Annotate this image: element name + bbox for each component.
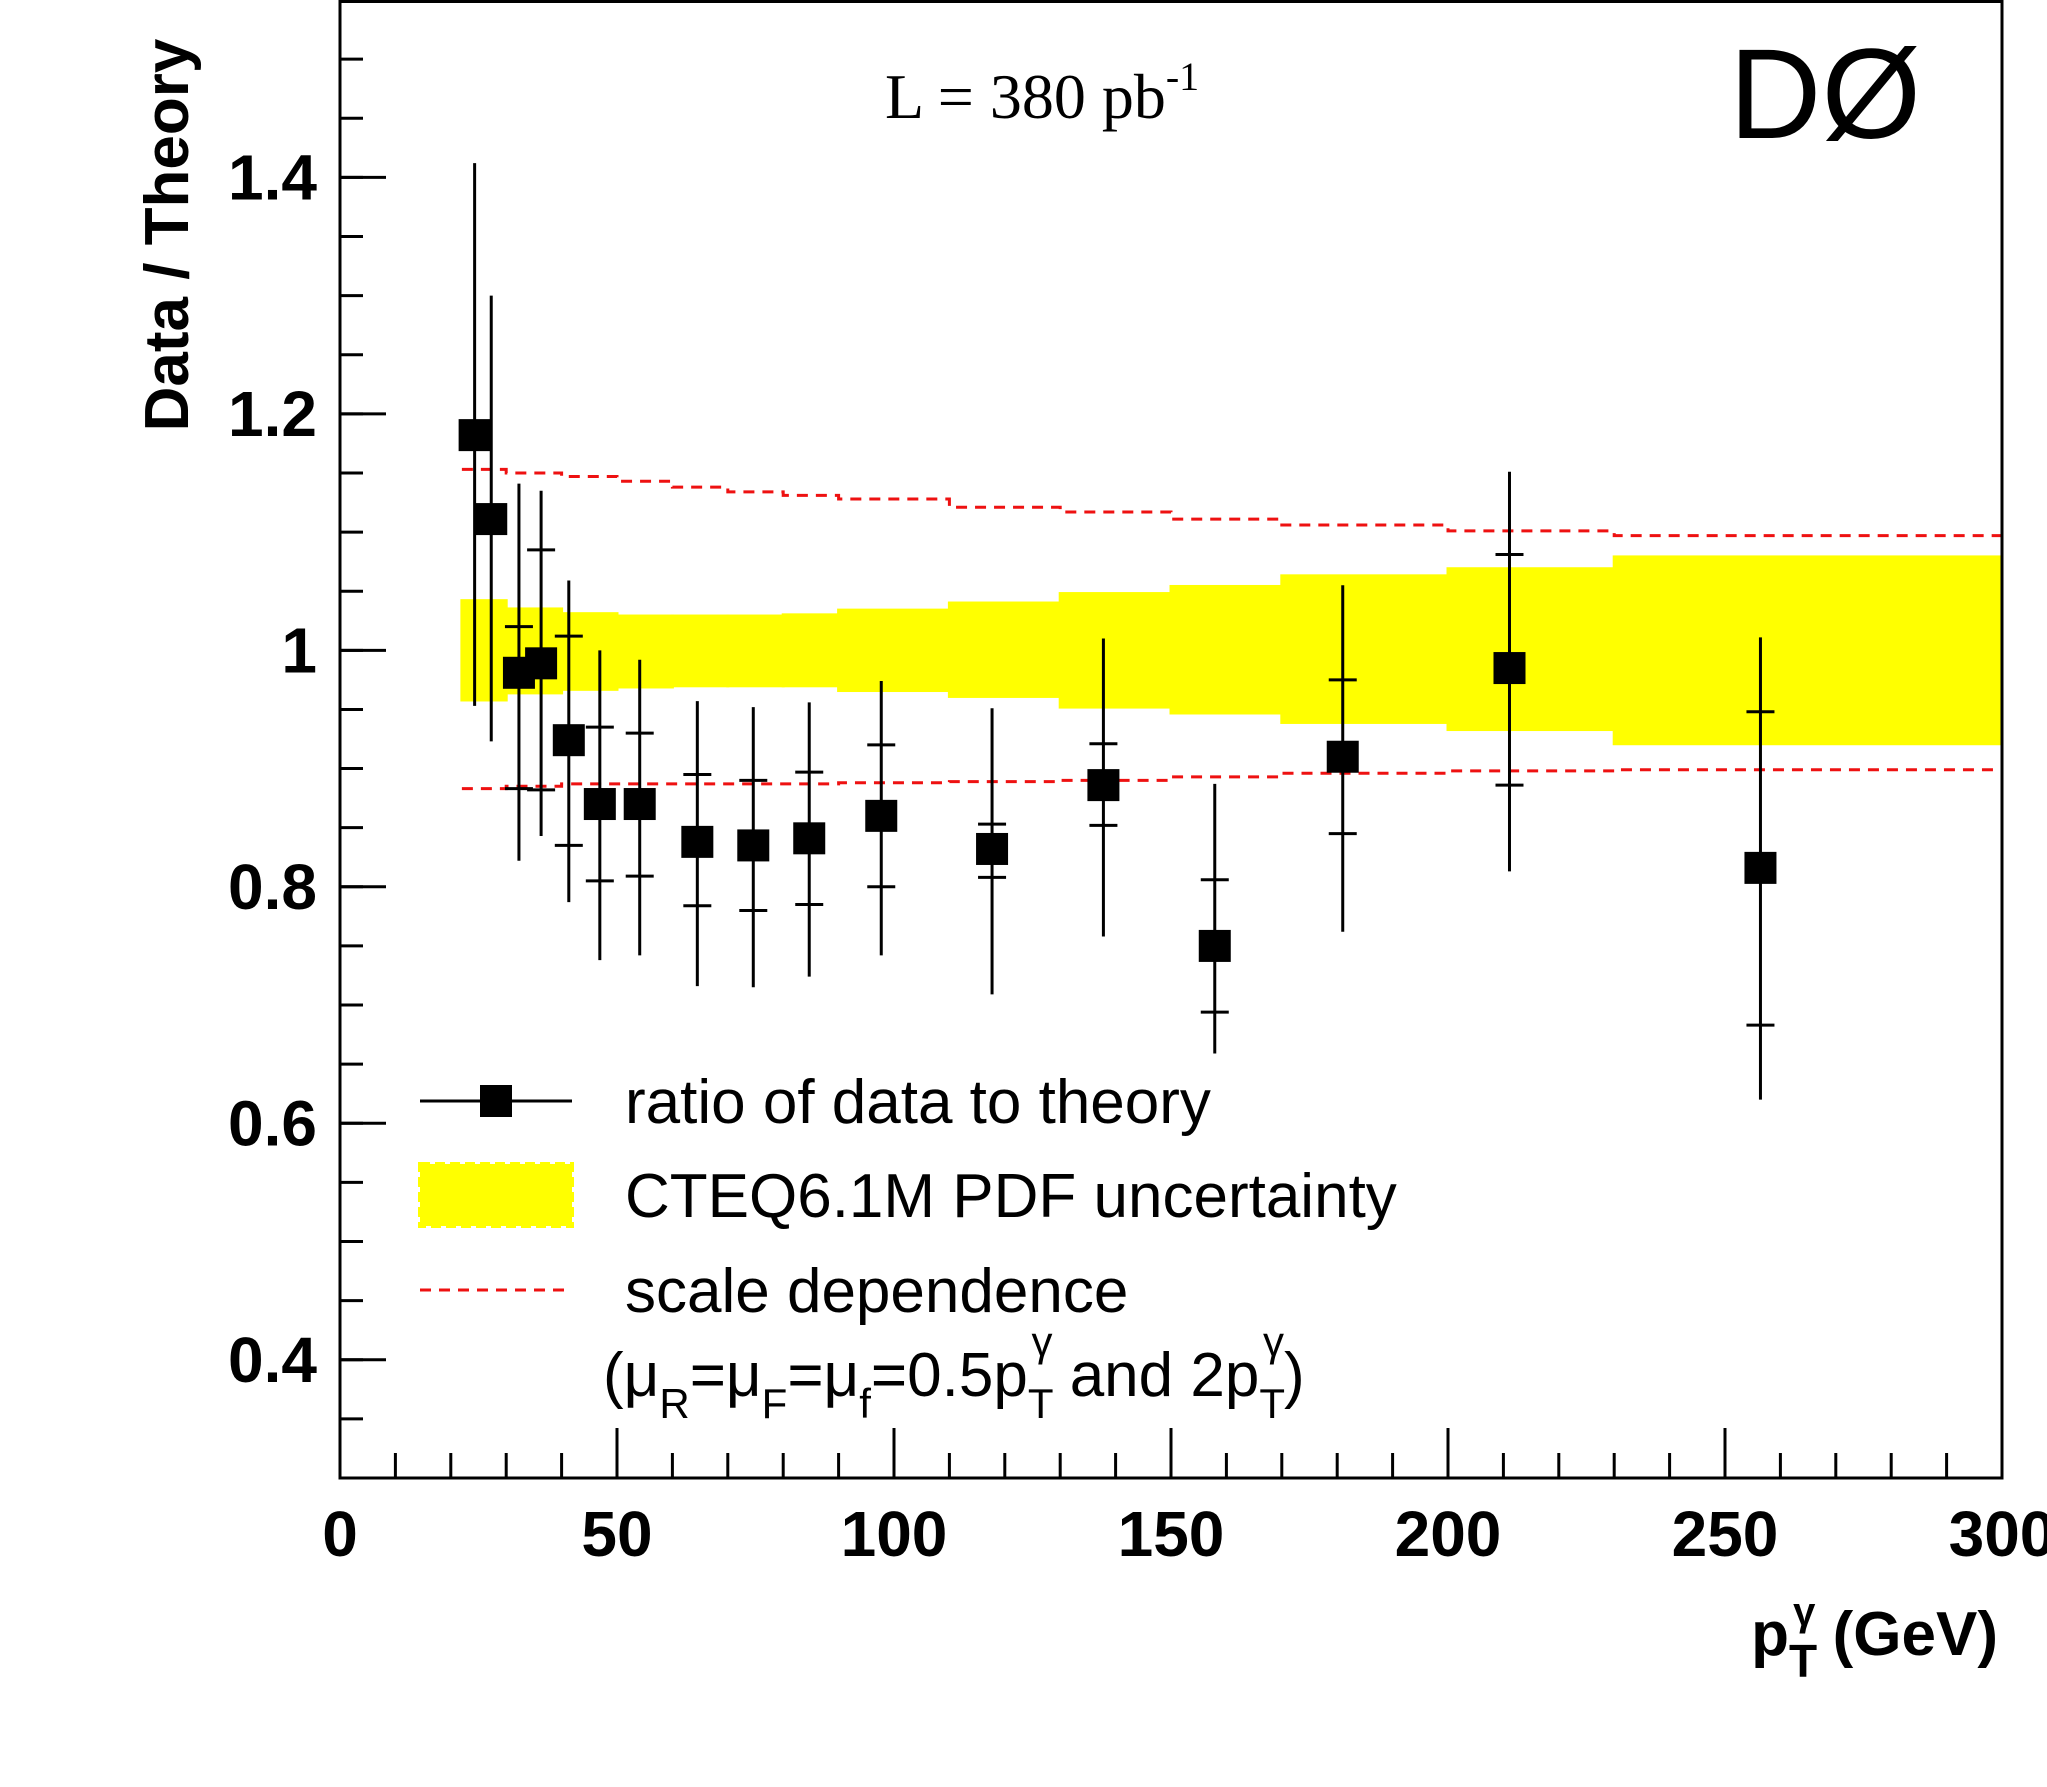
pdf-band-segment: [615, 614, 674, 689]
pdf-band-segment: [1169, 584, 1284, 715]
scale-dependence-lines: [461, 467, 2002, 791]
legend: ratio of data to theory CTEQ6.1M PDF unce…: [418, 1068, 1397, 1427]
data-point: [793, 702, 826, 977]
y-tick-label: 1: [281, 614, 317, 686]
legend-label: ratio of data to theory: [625, 1068, 1211, 1137]
pdf-band-segment: [670, 614, 730, 688]
y-tick-label: 0.4: [228, 1324, 317, 1396]
y-tick-label: 1.4: [228, 141, 317, 213]
data-point: [976, 708, 1009, 995]
pdf-band-segment: [947, 601, 1062, 698]
pdf-band-segment: [460, 599, 508, 702]
data-point: [458, 163, 491, 706]
experiment-label: DØ: [1729, 23, 1921, 166]
pdf-band-segment: [1280, 574, 1450, 724]
x-tick-label: 0: [322, 1498, 358, 1570]
legend-label: CTEQ6.1M PDF uncertainty: [625, 1162, 1397, 1231]
x-tick-label: 300: [1949, 1498, 2047, 1570]
data-point: [525, 490, 558, 836]
y-axis-title: Data / Theory: [133, 38, 202, 431]
x-tick-label: 50: [581, 1498, 652, 1570]
data-marker: [1198, 929, 1231, 962]
data-point: [1326, 585, 1359, 932]
pdf-uncertainty-band: [460, 555, 2004, 746]
pdf-band-segment: [726, 614, 785, 688]
data-point: [1493, 471, 1526, 872]
data-point: [1198, 783, 1231, 1054]
data-marker: [737, 829, 770, 862]
data-marker: [475, 503, 508, 536]
data-point: [552, 580, 585, 903]
pdf-band-segment: [1612, 555, 2004, 746]
data-marker: [1744, 851, 1777, 884]
legend-item: scale dependence: [420, 1257, 1128, 1326]
legend-item: ratio of data to theory: [420, 1068, 1211, 1137]
pdf-band-segment: [1446, 567, 1616, 732]
data-point: [737, 707, 770, 988]
pdf-band-segment: [781, 613, 841, 688]
x-tick-label: 200: [1395, 1498, 1502, 1570]
legend-marker: [480, 1085, 512, 1117]
pdf-band-segment: [837, 608, 951, 693]
data-point: [1087, 638, 1120, 937]
data-point: [623, 659, 656, 956]
data-point: [1744, 637, 1777, 1100]
data-marker: [865, 799, 898, 832]
legend-label: scale dependence: [625, 1257, 1128, 1326]
x-tick-label: 150: [1118, 1498, 1225, 1570]
data-marker: [793, 822, 826, 855]
data-marker: [525, 647, 558, 680]
pdf-band-segment: [1058, 592, 1173, 709]
data-marker: [1087, 769, 1120, 802]
data-marker: [1493, 652, 1526, 685]
legend-scale-note: (μR=μF=μf=0.5pTγ and 2pTγ): [603, 1318, 1305, 1427]
data-points: [458, 163, 1777, 1100]
data-point: [583, 650, 616, 961]
y-tick-label: 0.6: [228, 1087, 317, 1159]
data-point: [475, 295, 508, 742]
x-axis-title: pTγ (GeV): [1751, 1590, 1998, 1687]
y-tick-label: 0.8: [228, 851, 317, 923]
data-marker: [976, 832, 1009, 865]
data-marker: [458, 419, 491, 452]
y-tick-label: 1.2: [228, 378, 317, 450]
x-tick-label: 250: [1672, 1498, 1779, 1570]
data-point: [681, 701, 714, 987]
legend-item: CTEQ6.1M PDF uncertainty: [418, 1162, 1397, 1231]
pdf-band-segment: [560, 612, 619, 691]
axes: 0.4 0.6 0.8 1 1.2 1.4 0 50 100 150 200 250 300: [228, 0, 2047, 1570]
data-marker: [552, 724, 585, 757]
data-point: [865, 681, 898, 956]
data-point: [502, 483, 535, 861]
scale-lower-line: [461, 768, 2002, 791]
data-marker: [1326, 740, 1359, 773]
data-marker: [681, 825, 714, 858]
luminosity-annotation: L = 380 pb-1: [885, 54, 1199, 132]
scale-upper-line: [461, 467, 2002, 538]
data-marker: [623, 788, 656, 821]
data-marker: [583, 788, 616, 821]
legend-band-swatch: [418, 1162, 574, 1228]
x-tick-label: 100: [841, 1498, 948, 1570]
